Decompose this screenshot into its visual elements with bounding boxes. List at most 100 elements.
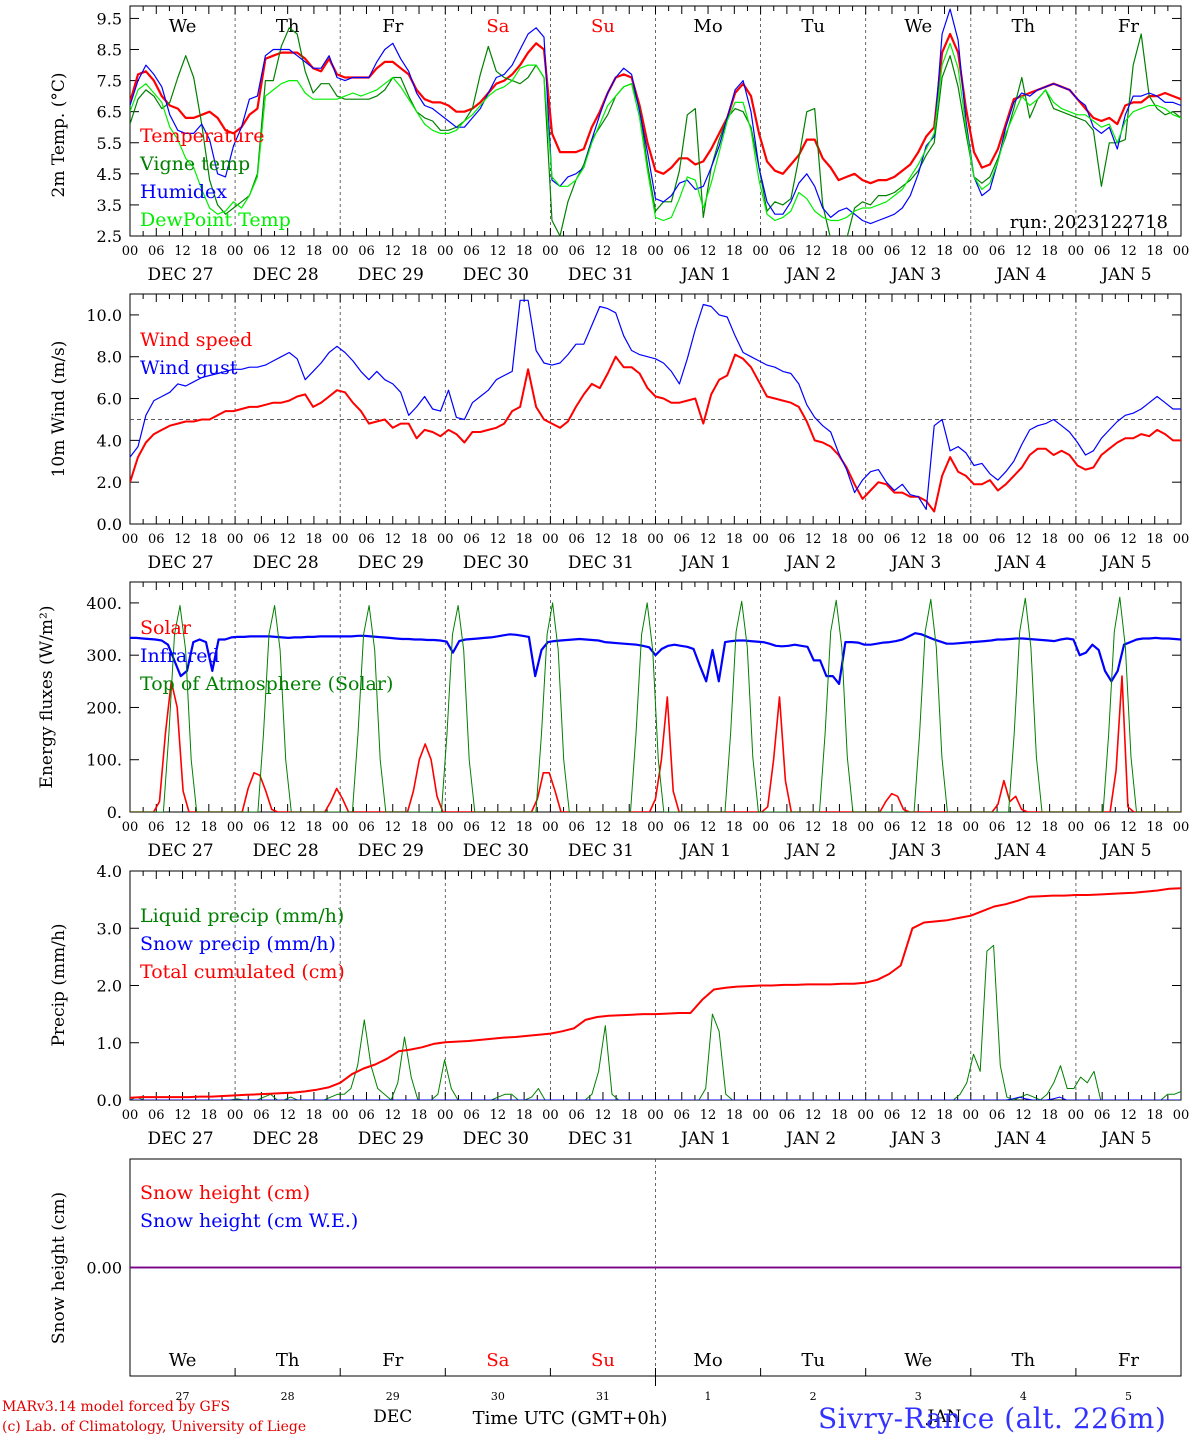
hour-tick-label: 12: [910, 820, 927, 835]
hour-tick-label: 12: [700, 820, 717, 835]
day-number-label: 29: [386, 1390, 400, 1403]
y-tick-label: 400.: [86, 594, 122, 613]
hour-tick-label: 06: [674, 244, 691, 259]
hour-tick-label: 12: [700, 244, 717, 259]
hour-tick-label: 06: [779, 244, 796, 259]
hour-tick-label: 06: [568, 532, 585, 547]
date-label: JAN 4: [994, 553, 1046, 573]
y-tick-label: 7.5: [97, 72, 122, 91]
legend-entry: Wind speed: [140, 329, 252, 351]
hour-tick-label: 12: [174, 532, 191, 547]
hour-tick-label: 06: [253, 1108, 270, 1123]
hour-tick-label: 18: [936, 820, 953, 835]
weekday-label: Mo: [693, 16, 722, 37]
date-label: DEC 30: [463, 841, 529, 861]
legend-entry: Total cumulated (cm): [140, 961, 345, 983]
day-number-label: 5: [1125, 1390, 1132, 1403]
hour-tick-label: 12: [490, 244, 507, 259]
hour-tick-label: 06: [463, 1108, 480, 1123]
date-label: JAN 1: [679, 265, 731, 285]
hour-tick-label: 12: [910, 532, 927, 547]
date-label: JAN 3: [889, 265, 941, 285]
date-label: DEC 28: [253, 553, 319, 573]
date-label: DEC 27: [148, 553, 214, 573]
legend-entry: Temperature: [140, 125, 264, 147]
day-number-label: 30: [491, 1390, 505, 1403]
day-number-label: 31: [596, 1390, 610, 1403]
hour-tick-label: 12: [805, 532, 822, 547]
day-number-label: 4: [1020, 1390, 1027, 1403]
series-line-humidex: [130, 8, 1181, 225]
series-line-wind-gust: [130, 299, 1181, 510]
hour-tick-label: 06: [148, 820, 165, 835]
hour-tick-label: 00: [122, 244, 139, 259]
date-label: JAN 5: [1099, 265, 1151, 285]
series-line-total-cumulated-cm: [130, 887, 1181, 1099]
hour-tick-label: 06: [779, 820, 796, 835]
series-line-solar: [130, 675, 1181, 812]
y-tick-label: 4.0: [97, 862, 122, 881]
date-label: JAN 1: [679, 1129, 731, 1149]
weekday-label: Fr: [382, 1350, 403, 1371]
date-label: JAN 3: [889, 553, 941, 573]
date-label: JAN 1: [679, 553, 731, 573]
hour-tick-label: 06: [463, 244, 480, 259]
hour-tick-label: 00: [332, 244, 349, 259]
hour-tick-label: 12: [910, 244, 927, 259]
hour-tick-label: 06: [989, 532, 1006, 547]
hour-tick-label: 18: [411, 244, 428, 259]
hour-tick-label: 00: [542, 532, 559, 547]
hour-tick-label: 00: [857, 820, 874, 835]
hour-tick-label: 06: [674, 1108, 691, 1123]
hour-tick-label: 18: [201, 532, 218, 547]
hour-tick-label: 00: [1173, 244, 1190, 259]
weekday-label: Tu: [801, 16, 825, 37]
hour-tick-label: 12: [384, 1108, 401, 1123]
hour-tick-label: 00: [122, 532, 139, 547]
hour-tick-label: 18: [306, 1108, 323, 1123]
hour-tick-label: 00: [542, 1108, 559, 1123]
legend-entry: Infrared: [140, 645, 220, 667]
hour-tick-label: 18: [726, 820, 743, 835]
y-tick-label: 9.5: [97, 9, 122, 28]
day-number-label: 3: [915, 1390, 922, 1403]
x-axis-label: Time UTC (GMT+0h): [473, 1408, 668, 1429]
hour-tick-label: 06: [358, 820, 375, 835]
hour-tick-label: 00: [542, 244, 559, 259]
hour-tick-label: 12: [490, 1108, 507, 1123]
y-tick-label: 0.00: [86, 1259, 122, 1278]
hour-tick-label: 18: [411, 820, 428, 835]
hour-tick-label: 18: [201, 244, 218, 259]
legend-entry: Snow height (cm W.E.): [140, 1210, 358, 1232]
weekday-label: We: [904, 1350, 932, 1371]
hour-tick-label: 06: [1094, 820, 1111, 835]
series-line-top-of-atmosphere-solar: [130, 596, 1181, 812]
date-label: DEC 29: [358, 1129, 424, 1149]
hour-tick-label: 06: [779, 1108, 796, 1123]
hour-tick-label: 18: [516, 1108, 533, 1123]
date-label: JAN 3: [889, 841, 941, 861]
date-label: JAN 4: [994, 265, 1046, 285]
hour-tick-label: 12: [595, 532, 612, 547]
date-label: DEC 28: [253, 841, 319, 861]
hour-tick-label: 18: [411, 1108, 428, 1123]
hour-tick-label: 06: [463, 532, 480, 547]
hour-tick-label: 00: [227, 532, 244, 547]
hour-tick-label: 18: [1146, 244, 1163, 259]
date-label: JAN 5: [1099, 1129, 1151, 1149]
date-label: JAN 2: [784, 841, 836, 861]
hour-tick-label: 00: [647, 1108, 664, 1123]
hour-tick-label: 12: [1015, 820, 1032, 835]
date-label: DEC 28: [253, 265, 319, 285]
hour-tick-label: 12: [805, 1108, 822, 1123]
date-label: DEC 30: [463, 265, 529, 285]
day-number-label: 2: [810, 1390, 817, 1403]
hour-tick-label: 18: [516, 244, 533, 259]
day-number-label: 27: [176, 1390, 190, 1403]
y-tick-label: 4.5: [97, 165, 122, 184]
hour-tick-label: 18: [726, 1108, 743, 1123]
hour-tick-label: 06: [253, 532, 270, 547]
hour-tick-label: 00: [1173, 532, 1190, 547]
hour-tick-label: 06: [989, 1108, 1006, 1123]
date-label: JAN 5: [1099, 841, 1151, 861]
